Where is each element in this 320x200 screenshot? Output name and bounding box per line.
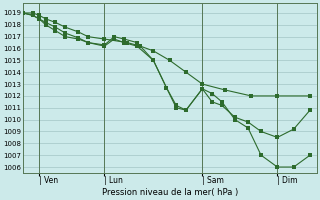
X-axis label: Pression niveau de la mer( hPa ): Pression niveau de la mer( hPa ) (101, 188, 238, 197)
